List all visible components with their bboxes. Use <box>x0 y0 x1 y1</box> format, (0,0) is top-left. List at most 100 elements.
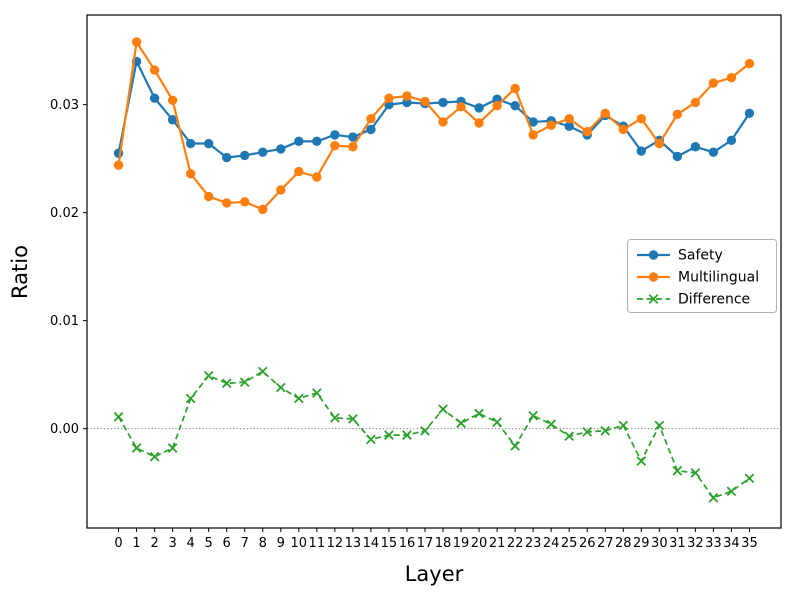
x-tick-label: 35 <box>741 536 758 551</box>
x-tick-label: 29 <box>633 536 650 551</box>
x-marker <box>239 377 250 388</box>
x-marker <box>330 413 340 423</box>
multilingual-point <box>744 58 755 69</box>
x-tick-label: 19 <box>453 536 470 551</box>
x-tick-label: 16 <box>399 536 416 551</box>
x-marker <box>690 468 701 478</box>
x-marker <box>402 430 412 440</box>
x-marker <box>113 411 124 422</box>
x-tick-label: 1 <box>132 536 140 551</box>
x-tick-label: 31 <box>669 536 686 551</box>
x-marker <box>636 456 647 466</box>
x-tick-label: 6 <box>223 536 231 551</box>
multilingual-point <box>438 117 448 127</box>
x-marker <box>384 430 394 440</box>
safety-point <box>276 144 286 154</box>
multilingual-point <box>474 118 484 128</box>
safety-point <box>149 93 160 103</box>
x-marker <box>348 414 358 424</box>
multilingual-point <box>510 83 520 94</box>
multilingual-point <box>402 91 412 101</box>
multilingual-point <box>564 113 574 124</box>
safety-point <box>726 135 737 145</box>
x-marker <box>203 370 214 381</box>
legend: Safety Multilingual Difference <box>627 239 777 313</box>
legend-item-safety: Safety <box>637 248 723 264</box>
legend-item-difference: Difference <box>637 292 750 308</box>
safety-point <box>330 130 340 140</box>
x-tick-label: 10 <box>291 536 308 551</box>
multilingual-point <box>690 97 701 108</box>
x-marker <box>438 404 448 415</box>
x-marker <box>149 451 160 462</box>
x-tick-label: 8 <box>259 536 267 551</box>
safety-point <box>294 136 304 147</box>
multilingual-point <box>258 204 268 215</box>
series-difference-markers <box>113 366 755 503</box>
safety-point <box>185 138 196 149</box>
plot-area: 0.000.010.020.030 1 2 3 4 5 6 7 8 9 10 11 12 13 14 15 16… <box>50 14 782 551</box>
x-marker <box>492 417 502 427</box>
x-marker <box>618 420 629 431</box>
safety-point <box>690 142 701 152</box>
x-tick-label: 23 <box>525 536 542 551</box>
x-marker <box>167 443 178 453</box>
safety-point <box>348 132 358 142</box>
x-tick-label: 28 <box>615 536 632 551</box>
y-tick-label: 0.00 <box>50 422 79 437</box>
multilingual-point <box>330 140 340 151</box>
legend-label: Safety <box>678 248 723 264</box>
multilingual-point <box>654 138 665 149</box>
y-axis-label: Ratio <box>8 245 32 299</box>
safety-point <box>744 108 755 118</box>
x-marker <box>564 431 575 442</box>
x-tick-label: 9 <box>277 536 285 551</box>
x-marker <box>510 441 520 451</box>
x-marker <box>275 382 286 393</box>
x-marker <box>708 492 719 503</box>
multilingual-point <box>492 101 502 111</box>
multilingual-point <box>600 108 610 118</box>
x-marker <box>456 418 466 429</box>
x-tick-label: 25 <box>561 536 578 551</box>
y-axis-ticks: 0.00 0.01 0.02 0.03 <box>50 98 87 437</box>
multilingual-point <box>113 160 124 170</box>
x-tick-label: 33 <box>705 536 722 551</box>
x-marker <box>528 410 538 421</box>
x-tick-label: 27 <box>597 536 614 551</box>
safety-point <box>564 121 574 131</box>
x-tick-label: 4 <box>187 536 195 551</box>
safety-point <box>203 138 214 149</box>
x-tick-label: 13 <box>345 536 362 551</box>
series-multilingual-line <box>117 38 751 211</box>
multilingual-point <box>348 142 358 152</box>
multilingual-point <box>366 113 376 124</box>
safety-point <box>510 101 520 111</box>
multilingual-point <box>203 191 214 202</box>
multilingual-point <box>546 120 556 130</box>
legend-frame <box>627 239 777 313</box>
multilingual-point <box>222 198 232 208</box>
safety-point <box>258 147 268 157</box>
x-tick-label: 2 <box>150 536 158 551</box>
series-multilingual <box>113 37 755 215</box>
x-marker <box>672 465 683 476</box>
x-marker <box>185 393 196 404</box>
safety-point <box>366 124 376 135</box>
multilingual-point <box>456 102 466 112</box>
series-difference-line <box>117 370 750 499</box>
multilingual-point <box>726 72 737 83</box>
x-axis-ticks: 0 1 2 3 4 5 6 7 8 9 10 11 12 13 14 15 16 17 18 19 20 21 22 23 24… <box>114 528 758 551</box>
x-tick-label: 26 <box>579 536 596 551</box>
plot-border <box>86 14 782 529</box>
safety-point <box>708 147 719 157</box>
x-tick-label: 12 <box>327 536 344 551</box>
x-marker <box>744 473 755 484</box>
multilingual-point <box>528 130 538 140</box>
x-marker <box>366 434 376 445</box>
x-tick-label: 15 <box>381 536 398 551</box>
x-marker <box>546 419 557 430</box>
legend-item-multilingual: Multilingual <box>637 270 759 286</box>
x-tick-label: 21 <box>489 536 506 551</box>
